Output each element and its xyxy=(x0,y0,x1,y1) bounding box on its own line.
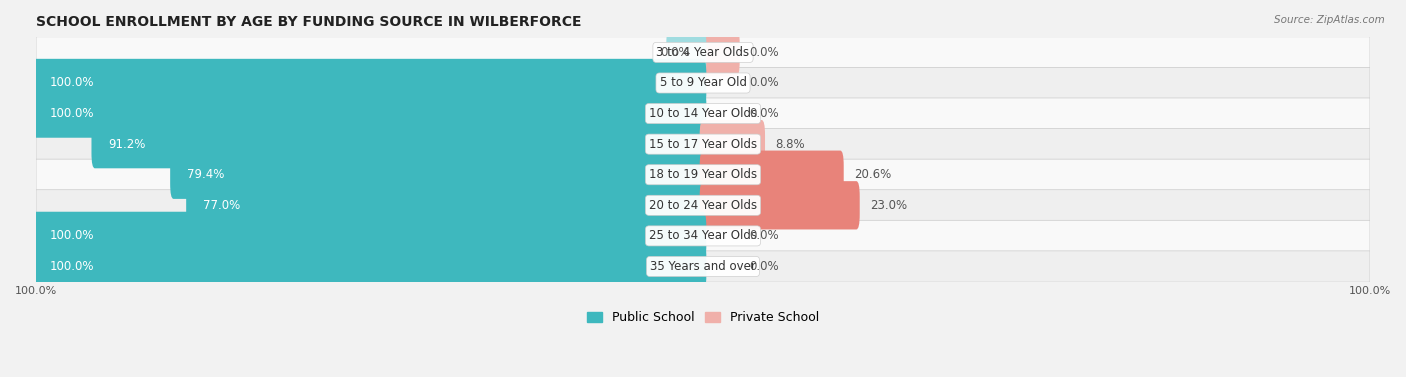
Text: 0.0%: 0.0% xyxy=(749,77,779,89)
Text: SCHOOL ENROLLMENT BY AGE BY FUNDING SOURCE IN WILBERFORCE: SCHOOL ENROLLMENT BY AGE BY FUNDING SOUR… xyxy=(37,15,582,29)
Text: 100.0%: 100.0% xyxy=(49,260,94,273)
FancyBboxPatch shape xyxy=(32,59,706,107)
Legend: Public School, Private School: Public School, Private School xyxy=(582,307,824,329)
Text: Source: ZipAtlas.com: Source: ZipAtlas.com xyxy=(1274,15,1385,25)
Text: 15 to 17 Year Olds: 15 to 17 Year Olds xyxy=(650,138,756,151)
FancyBboxPatch shape xyxy=(700,150,844,199)
Text: 100.0%: 100.0% xyxy=(49,229,94,242)
FancyBboxPatch shape xyxy=(700,120,765,168)
FancyBboxPatch shape xyxy=(186,181,706,230)
Text: 100.0%: 100.0% xyxy=(49,107,94,120)
FancyBboxPatch shape xyxy=(37,220,1369,251)
Text: 35 Years and over: 35 Years and over xyxy=(650,260,756,273)
Text: 0.0%: 0.0% xyxy=(659,46,690,59)
Text: 23.0%: 23.0% xyxy=(870,199,907,212)
Text: 20 to 24 Year Olds: 20 to 24 Year Olds xyxy=(650,199,756,212)
Text: 0.0%: 0.0% xyxy=(749,107,779,120)
Text: 100.0%: 100.0% xyxy=(49,77,94,89)
Text: 91.2%: 91.2% xyxy=(108,138,146,151)
Text: 79.4%: 79.4% xyxy=(187,168,224,181)
Text: 20.6%: 20.6% xyxy=(853,168,891,181)
FancyBboxPatch shape xyxy=(32,242,706,291)
Text: 18 to 19 Year Olds: 18 to 19 Year Olds xyxy=(650,168,756,181)
Text: 10 to 14 Year Olds: 10 to 14 Year Olds xyxy=(650,107,756,120)
Text: 0.0%: 0.0% xyxy=(749,229,779,242)
Text: 25 to 34 Year Olds: 25 to 34 Year Olds xyxy=(650,229,756,242)
FancyBboxPatch shape xyxy=(32,89,706,138)
FancyBboxPatch shape xyxy=(170,150,706,199)
FancyBboxPatch shape xyxy=(700,181,859,230)
FancyBboxPatch shape xyxy=(37,37,1369,68)
FancyBboxPatch shape xyxy=(37,98,1369,129)
Text: 0.0%: 0.0% xyxy=(749,260,779,273)
FancyBboxPatch shape xyxy=(37,129,1369,160)
FancyBboxPatch shape xyxy=(32,212,706,260)
FancyBboxPatch shape xyxy=(91,120,706,168)
FancyBboxPatch shape xyxy=(37,190,1369,221)
FancyBboxPatch shape xyxy=(37,251,1369,282)
FancyBboxPatch shape xyxy=(700,28,740,77)
Text: 3 to 4 Year Olds: 3 to 4 Year Olds xyxy=(657,46,749,59)
FancyBboxPatch shape xyxy=(37,67,1369,98)
Text: 0.0%: 0.0% xyxy=(749,46,779,59)
Text: 5 to 9 Year Old: 5 to 9 Year Old xyxy=(659,77,747,89)
Text: 77.0%: 77.0% xyxy=(202,199,240,212)
Text: 8.8%: 8.8% xyxy=(775,138,804,151)
FancyBboxPatch shape xyxy=(37,159,1369,190)
FancyBboxPatch shape xyxy=(666,28,706,77)
